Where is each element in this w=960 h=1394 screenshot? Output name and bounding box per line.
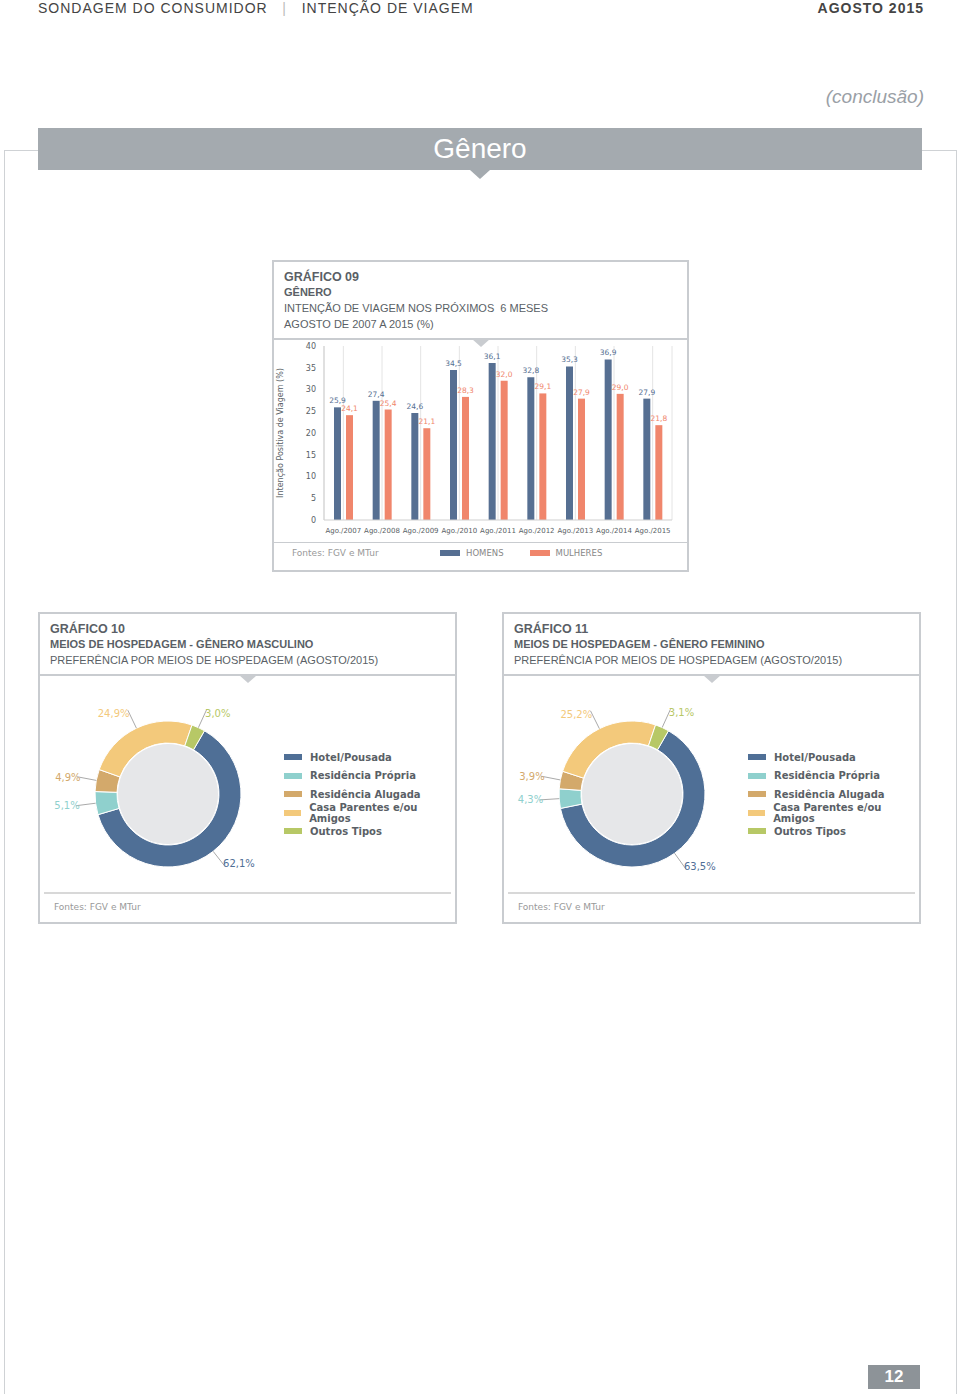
svg-text:Ago./2011: Ago./2011	[480, 527, 516, 535]
html-text:Fontes: FGV e MTur: Fontes: FGV e MTur	[54, 902, 141, 912]
svg-text:4,9%: 4,9%	[55, 772, 80, 783]
html-text:Residência Alugada: Residência Alugada	[310, 788, 421, 800]
svg-text:36,1: 36,1	[484, 352, 501, 361]
svg-text:28,3: 28,3	[457, 386, 474, 395]
svg-text:3,1%: 3,1%	[669, 707, 694, 718]
svg-text:Ago./2009: Ago./2009	[403, 527, 439, 535]
html-text:Hotel/Pousada: Hotel/Pousada	[774, 751, 856, 763]
svg-text:10: 10	[306, 472, 316, 481]
svg-text:0: 0	[311, 516, 316, 525]
svg-text:25,2%: 25,2%	[560, 709, 592, 720]
html-text:GÊNERO: GÊNERO	[284, 286, 332, 298]
html-text:GRÁFICO 11: GRÁFICO 11	[514, 622, 589, 636]
svg-text:Ago./2015: Ago./2015	[635, 527, 671, 535]
svg-text:25: 25	[306, 407, 316, 416]
svg-text:29,0: 29,0	[612, 383, 629, 392]
svg-text:25,4: 25,4	[380, 399, 397, 408]
svg-text:32,0: 32,0	[496, 370, 513, 379]
html-text:PREFERÊNCIA POR MEIOS DE HOSPE: PREFERÊNCIA POR MEIOS DE HOSPEDAGEM (AGO…	[514, 654, 842, 666]
html-text:AGOSTO 2015: AGOSTO 2015	[817, 0, 924, 16]
html-text:Residência Própria: Residência Própria	[310, 770, 416, 782]
html-text:MEIOS DE HOSPEDAGEM - GÊNERO M: MEIOS DE HOSPEDAGEM - GÊNERO MASCULINO	[50, 638, 314, 650]
svg-text:62,1%: 62,1%	[223, 858, 255, 869]
html-text:HOMENS: HOMENS	[466, 548, 504, 558]
svg-text:24,6: 24,6	[406, 402, 423, 411]
html-text:MULHERES: MULHERES	[555, 548, 603, 558]
svg-text:27,9: 27,9	[638, 388, 655, 397]
html-text:PREFERÊNCIA POR MEIOS DE HOSPE: PREFERÊNCIA POR MEIOS DE HOSPEDAGEM (AGO…	[50, 654, 378, 666]
svg-text:30: 30	[306, 385, 316, 394]
svg-text:36,9: 36,9	[600, 348, 617, 357]
svg-text:5,1%: 5,1%	[54, 800, 79, 811]
html-text:Gênero: Gênero	[433, 133, 527, 164]
svg-text:34,5: 34,5	[445, 359, 462, 368]
svg-text:Intenção Positiva de Viagem (%: Intenção Positiva de Viagem (%)	[276, 368, 285, 498]
svg-text:24,1: 24,1	[341, 404, 358, 413]
html-text:(conclusão): (conclusão)	[825, 86, 924, 107]
svg-text:15: 15	[306, 451, 316, 460]
html-text:12: 12	[884, 1367, 904, 1386]
html-text:INTENÇÃO DE VIAGEM: INTENÇÃO DE VIAGEM	[301, 0, 474, 16]
svg-text:24,9%: 24,9%	[98, 708, 130, 719]
svg-text:3,9%: 3,9%	[519, 771, 544, 782]
html-text:Casa Parentes e/ou Amigos: Casa Parentes e/ou Amigos	[773, 801, 882, 824]
svg-text:5: 5	[311, 494, 316, 503]
svg-text:40: 40	[306, 342, 316, 351]
svg-text:Ago./2007: Ago./2007	[325, 527, 361, 535]
html-text:Outros Tipos: Outros Tipos	[774, 825, 846, 837]
svg-text:20: 20	[306, 429, 316, 438]
svg-text:21,8: 21,8	[650, 414, 667, 423]
html-text:Fontes: FGV e MTur: Fontes: FGV e MTur	[518, 902, 605, 912]
svg-text:27,4: 27,4	[368, 390, 385, 399]
html-text:GRÁFICO 10: GRÁFICO 10	[50, 622, 125, 636]
html-text:Residência Própria: Residência Própria	[774, 770, 880, 782]
html-text:Casa Parentes e/ou Amigos: Casa Parentes e/ou Amigos	[309, 801, 418, 824]
html-text:SONDAGEM DO CONSUMIDOR: SONDAGEM DO CONSUMIDOR	[38, 0, 268, 16]
svg-text:35: 35	[306, 364, 316, 373]
html-text:INTENÇÃO DE VIAGEM NOS PRÓXIMO: INTENÇÃO DE VIAGEM NOS PRÓXIMOS 6 MESES	[284, 302, 549, 314]
html-text:GRÁFICO 09: GRÁFICO 09	[284, 270, 359, 284]
svg-text:29,1: 29,1	[534, 382, 551, 391]
svg-text:3,0%: 3,0%	[205, 708, 230, 719]
svg-text:4,3%: 4,3%	[518, 794, 543, 805]
html-text:AGOSTO DE 2007 A 2015 (%): AGOSTO DE 2007 A 2015 (%)	[284, 318, 434, 330]
svg-text:Ago./2010: Ago./2010	[441, 527, 477, 535]
svg-text:32,8: 32,8	[522, 366, 539, 375]
svg-text:21,1: 21,1	[418, 417, 435, 426]
svg-text:Ago./2008: Ago./2008	[364, 527, 400, 535]
svg-text:35,3: 35,3	[561, 355, 578, 364]
svg-text:Ago./2014: Ago./2014	[596, 527, 632, 535]
html-text:MEIOS DE HOSPEDAGEM - GÊNERO F: MEIOS DE HOSPEDAGEM - GÊNERO FEMININO	[514, 638, 765, 650]
svg-text:Ago./2012: Ago./2012	[519, 527, 555, 535]
svg-text:Ago./2013: Ago./2013	[557, 527, 593, 535]
html-text:Fontes: FGV e MTur: Fontes: FGV e MTur	[292, 548, 379, 558]
svg-text:25,9: 25,9	[329, 396, 346, 406]
html-text:Residência Alugada: Residência Alugada	[774, 788, 885, 800]
svg-text:27,9: 27,9	[573, 388, 590, 397]
svg-text:63,5%: 63,5%	[684, 861, 716, 872]
html-text:Hotel/Pousada: Hotel/Pousada	[310, 751, 392, 763]
html-text:Outros Tipos: Outros Tipos	[310, 825, 382, 837]
